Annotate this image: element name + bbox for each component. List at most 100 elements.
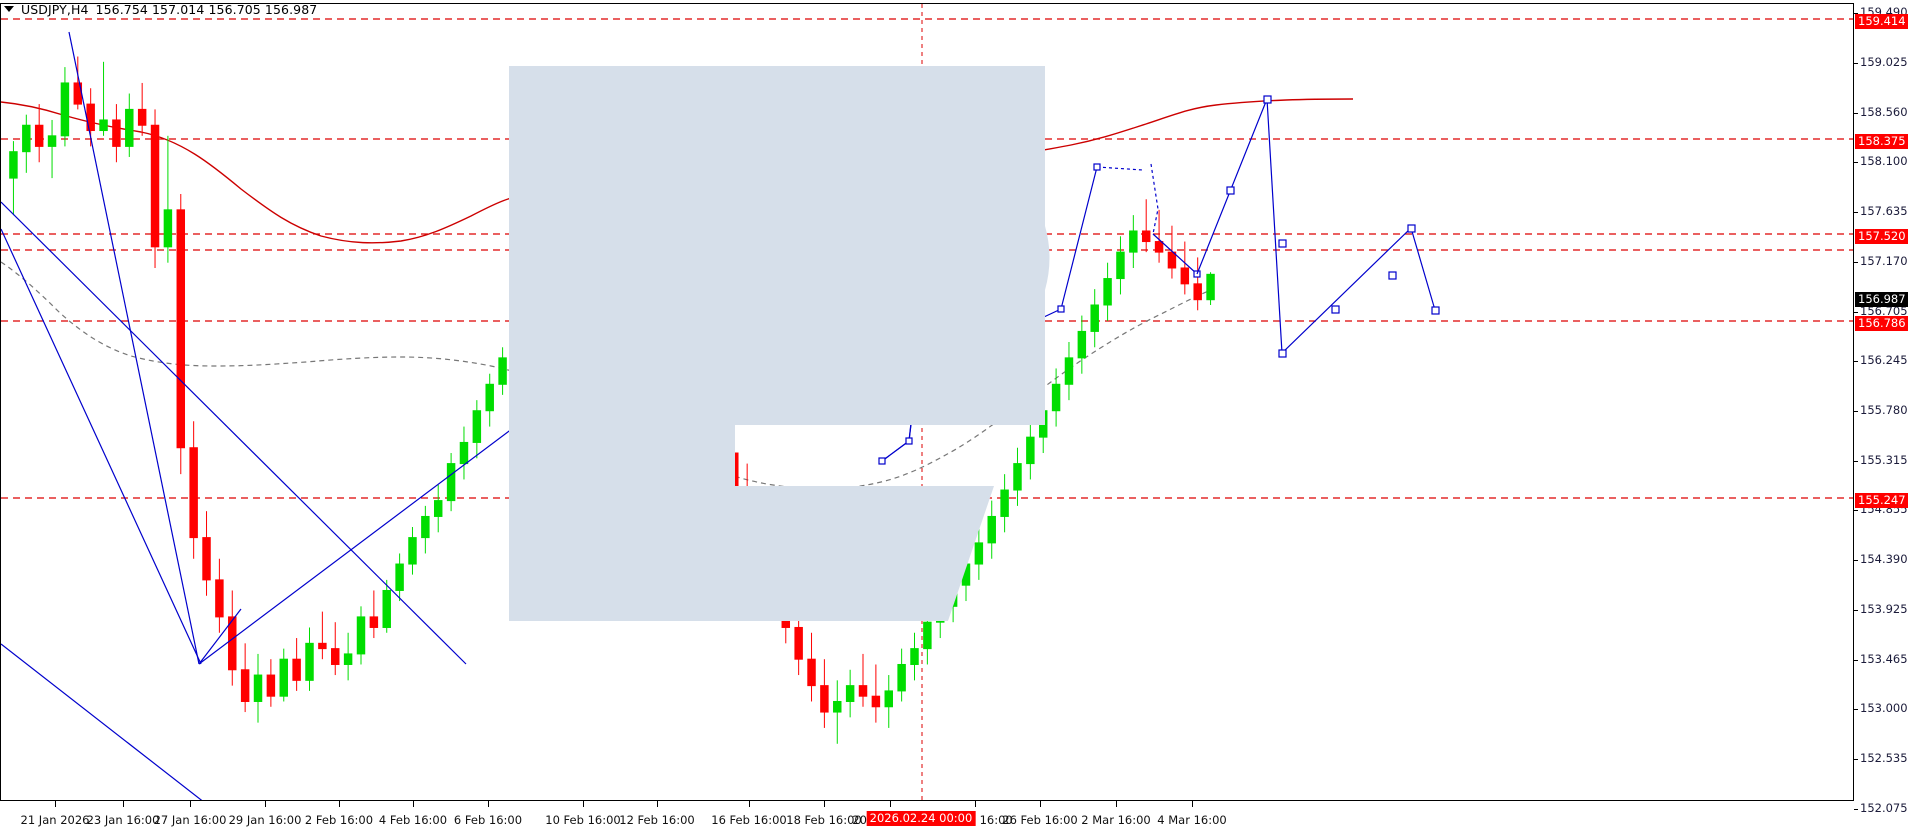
candle-body-bearish: [369, 616, 379, 628]
candle-body-bearish: [112, 119, 121, 147]
price-level-tag: 156.786: [1855, 316, 1908, 331]
price-tick-label: 153.000: [1860, 701, 1908, 716]
time-tick-mark: [265, 801, 266, 807]
price-tick-label: 154.855: [1860, 502, 1908, 517]
forecast-node-mid-up: [1226, 186, 1235, 195]
time-axis-label: 6 Feb 16:00: [453, 813, 523, 827]
candle-body-bearish: [215, 579, 224, 618]
crosshair-time-label: 2026.02.24 00:00: [866, 811, 976, 827]
price-level-tag: 159.414: [1855, 14, 1908, 29]
time-tick-mark: [890, 801, 891, 807]
price-level-tag: 155.247: [1855, 493, 1908, 508]
candle-body-bullish: [343, 653, 353, 665]
price-tick-label: 158.100: [1860, 154, 1908, 169]
price-tick: 156.245: [1854, 354, 1908, 368]
forecast-node-mid-down2: [1388, 271, 1397, 280]
time-tick-mark: [1192, 801, 1193, 807]
tick-mark-icon: [1854, 161, 1858, 163]
price-tick-label: 157.635: [1860, 204, 1908, 219]
tick-mark-icon: [1854, 261, 1858, 263]
price-tick-label: 157.170: [1860, 254, 1908, 269]
tick-mark-icon: [1854, 808, 1858, 810]
time-tick-mark: [123, 801, 124, 807]
candle-body-bearish: [1167, 251, 1177, 269]
price-tick: 152.535: [1854, 752, 1908, 766]
candle-body-bearish: [794, 626, 803, 660]
time-tick-mark: [1040, 801, 1041, 807]
tick-mark-icon: [1854, 410, 1858, 412]
zigzag-node: [878, 457, 886, 465]
trendline-descending-long: [1, 201, 467, 665]
price-tick: 155.315: [1854, 454, 1908, 468]
candle-body-bullish: [1129, 230, 1138, 253]
tick-mark-icon: [1854, 311, 1858, 313]
candle-body-bearish: [240, 669, 250, 702]
candle-body-bullish: [395, 563, 404, 591]
price-tick-label: 156.705: [1860, 304, 1908, 319]
price-level-tag: 158.375: [1855, 134, 1908, 149]
forecast-node-peak2: [1407, 224, 1416, 233]
forecast-node-trough: [1278, 349, 1287, 358]
time-axis-label: 2 Mar 16:00: [1081, 813, 1151, 827]
candle-body-bullish: [987, 515, 996, 544]
forecast-node-peak: [1263, 95, 1272, 104]
price-tick: 154.390: [1854, 553, 1908, 567]
tick-mark-icon: [1854, 12, 1858, 14]
time-axis-label: 27 Jan 16:00: [153, 813, 227, 827]
zigzag-dashed-top: [1150, 163, 1159, 235]
candle-body-bullish: [974, 542, 984, 565]
candle-body-bullish: [279, 658, 288, 697]
time-axis-label: 4 Feb 16:00: [378, 813, 448, 827]
time-tick-mark: [749, 801, 750, 807]
candle-body-bullish: [433, 500, 443, 517]
candle-body-bullish: [125, 108, 134, 147]
candle-body-bearish: [331, 648, 340, 665]
price-tick-label: 153.925: [1860, 602, 1908, 617]
candle-body-bearish: [807, 658, 816, 687]
price-tick-label: 154.390: [1860, 552, 1908, 567]
price-level-tag: 157.520: [1855, 229, 1908, 244]
candle-body-bearish: [820, 685, 829, 713]
tick-mark-icon: [1854, 758, 1858, 760]
price-tick-label: 159.490: [1860, 5, 1908, 20]
time-tick-mark: [55, 801, 56, 807]
price-tick: 158.560: [1854, 106, 1908, 120]
candle-body-bullish: [459, 441, 469, 465]
time-axis[interactable]: 21 Jan 2026 23 Jan 16:00 27 Jan 16:00 29 Ja…: [0, 801, 1853, 840]
symbol-label: USDJPY,H4: [21, 1, 89, 17]
price-tick: 157.170: [1854, 255, 1908, 269]
price-tick-label: 158.560: [1860, 105, 1908, 120]
candle-body-bullish: [1103, 278, 1112, 306]
time-axis-label: 10 Feb 16:00: [545, 813, 621, 827]
candle-body-bullish: [1206, 273, 1215, 301]
price-tick-label: 152.075: [1860, 801, 1908, 816]
candle-body-bullish: [1000, 489, 1009, 517]
candle-body-bullish: [446, 463, 456, 502]
tick-mark-icon: [1854, 460, 1858, 462]
candle-body-bullish: [1013, 463, 1022, 491]
candle-body-bearish: [292, 658, 301, 681]
candle-body-bearish: [1154, 241, 1164, 253]
candle-body-bullish: [833, 700, 842, 713]
candle-body-bullish: [356, 616, 366, 655]
candle-body-bearish: [1180, 267, 1190, 285]
price-tick: 152.075: [1854, 802, 1908, 816]
candle-body-bullish: [408, 537, 417, 565]
price-tick: 153.925: [1854, 603, 1908, 617]
candle-body-bearish: [1141, 230, 1151, 243]
forecast-node-mid-down: [1278, 239, 1287, 248]
price-axis[interactable]: 159.490 159.025 158.560 158.100 157.635 157.1…: [1853, 3, 1916, 814]
trendline-pivot-up: [198, 608, 242, 665]
price-tick: 159.025: [1854, 56, 1908, 70]
candle-body-bearish: [871, 695, 881, 708]
price-tick: 156.705: [1854, 305, 1908, 319]
tick-mark-icon: [1854, 360, 1858, 362]
candle-body-bullish: [421, 515, 430, 539]
forecast-node-mid-up2: [1331, 305, 1340, 314]
candle-body-bullish: [47, 135, 57, 147]
time-axis-label: 21 Jan 2026: [20, 813, 90, 827]
triangle-down-icon[interactable]: [4, 6, 14, 12]
candle-body-bearish: [34, 124, 44, 147]
price-tick-label: 156.245: [1860, 353, 1908, 368]
